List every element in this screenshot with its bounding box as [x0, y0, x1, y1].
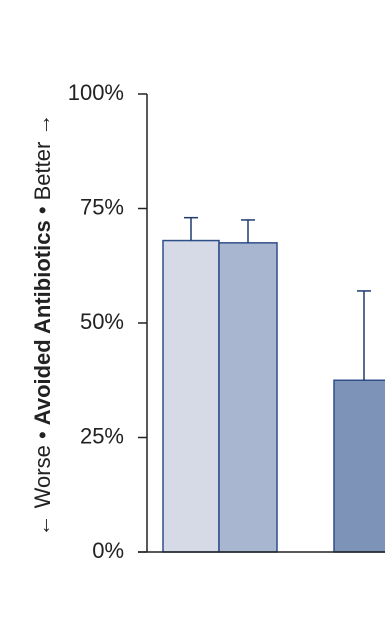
bars-group [162, 239, 385, 553]
y-axis: 0% 25% 50% 75% 100% [68, 80, 148, 563]
y-axis-label-main: Avoided Antibiotics [30, 220, 55, 425]
y-tick-label: 0% [92, 538, 124, 563]
y-tick-label: 25% [80, 423, 124, 448]
y-tick-label: 75% [80, 194, 124, 219]
svg-text:← Worse • Avoided Antibiotics: ← Worse • Avoided Antibiotics • Better → [30, 114, 55, 537]
y-tick-label: 50% [80, 309, 124, 334]
error-bars-group [184, 216, 371, 381]
bar-3 [333, 379, 385, 553]
bar-2 [218, 242, 278, 553]
bar-1 [162, 239, 220, 553]
y-axis-label-prefix: ← Worse • [30, 425, 55, 536]
y-tick-label: 100% [68, 80, 124, 105]
y-axis-label: ← Worse • Avoided Antibiotics • Better → [30, 114, 55, 537]
y-axis-label-suffix: • Better → [30, 114, 55, 221]
